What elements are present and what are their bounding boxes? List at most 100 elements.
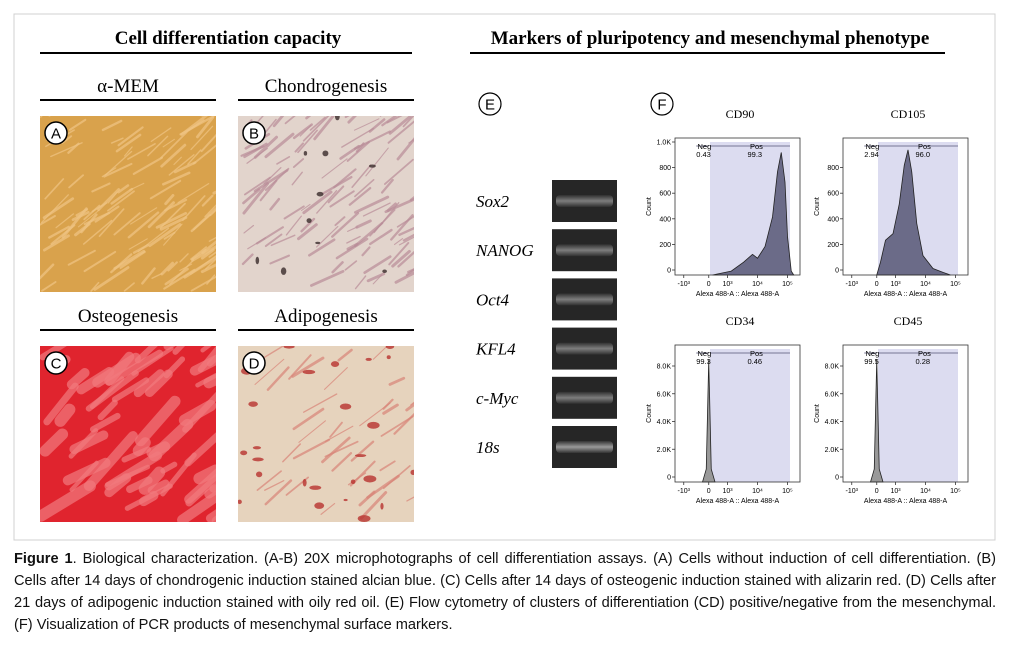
stain-spot bbox=[382, 269, 387, 274]
cell-streak bbox=[121, 446, 152, 463]
cell-streak bbox=[406, 496, 414, 502]
cell-streak bbox=[329, 190, 355, 208]
cell-streak bbox=[294, 142, 304, 153]
cell-streak bbox=[323, 367, 348, 390]
plot-title: CD34 bbox=[726, 314, 755, 328]
y-tick-label: 800 bbox=[827, 165, 839, 172]
cell-streak bbox=[101, 119, 123, 132]
panel-letter-badge bbox=[242, 351, 266, 375]
cell-streak bbox=[292, 158, 304, 168]
figure: Cell differentiation capacity Markers of… bbox=[13, 13, 996, 541]
x-tick-label: 10⁴ bbox=[752, 281, 763, 288]
cell-streak bbox=[104, 473, 132, 498]
cell-streak bbox=[380, 415, 414, 437]
cell-streak bbox=[208, 236, 216, 242]
cell-streak bbox=[97, 399, 118, 421]
plot-title: CD105 bbox=[891, 107, 926, 121]
stain-spot bbox=[339, 403, 352, 410]
cell-streak bbox=[191, 248, 207, 261]
cell-streak bbox=[353, 195, 390, 214]
cell-streak bbox=[50, 224, 76, 245]
gel-band bbox=[556, 244, 613, 257]
cell-streak bbox=[146, 441, 171, 458]
pos-value: 96.0 bbox=[916, 150, 931, 159]
y-tick-label: 1.0K bbox=[657, 140, 672, 147]
cell-streak bbox=[107, 190, 135, 212]
y-axis-label: Count bbox=[646, 197, 653, 216]
left-title: Cell differentiation capacity bbox=[115, 28, 342, 49]
cell-streak bbox=[189, 254, 216, 275]
cell-streak bbox=[316, 225, 339, 248]
cell-streak bbox=[117, 184, 130, 194]
pos-label: Pos bbox=[918, 142, 931, 151]
stain-spot bbox=[380, 502, 384, 510]
cell-streak bbox=[200, 248, 215, 260]
content: α-MEM A Chondrogenesis B Osteogenesis C Adipog… bbox=[40, 76, 969, 522]
y-tick-label: 600 bbox=[659, 191, 671, 198]
panel-letter: A bbox=[51, 126, 61, 143]
stain-spot bbox=[314, 502, 325, 509]
pos-label: Pos bbox=[750, 142, 763, 151]
cell-streak bbox=[93, 266, 130, 291]
photo bbox=[40, 116, 216, 292]
cell-streak bbox=[242, 182, 270, 215]
cell-streak bbox=[62, 457, 111, 486]
cell-streak bbox=[134, 395, 181, 447]
stain-spot bbox=[367, 421, 380, 429]
cell-streak bbox=[124, 146, 133, 157]
x-tick-label: 10³ bbox=[890, 281, 901, 288]
x-tick-label: 10⁴ bbox=[920, 281, 931, 288]
panel-letter-badge bbox=[44, 351, 68, 375]
cell-streak bbox=[113, 212, 141, 236]
cell-streak bbox=[297, 129, 318, 154]
y-tick-label: 800 bbox=[659, 165, 671, 172]
panel-label: Osteogenesis bbox=[78, 306, 178, 327]
cell-streak bbox=[83, 250, 117, 273]
cell-streak bbox=[398, 226, 414, 236]
cell-streak bbox=[320, 502, 336, 515]
pos-label: Pos bbox=[918, 349, 931, 358]
cell-streak bbox=[150, 127, 172, 143]
cell-streak bbox=[41, 281, 57, 292]
panel-label: Adipogenesis bbox=[274, 306, 377, 327]
cell-streak bbox=[187, 149, 202, 165]
cell-streak bbox=[89, 376, 125, 409]
cell-streak bbox=[172, 346, 186, 355]
stain-spot bbox=[368, 164, 376, 168]
y-tick-label: 400 bbox=[827, 216, 839, 223]
cell-streak bbox=[54, 403, 76, 427]
pos-gate bbox=[710, 349, 790, 482]
y-tick-label: 0 bbox=[835, 268, 839, 275]
cell-streak bbox=[369, 228, 393, 246]
cell-streak bbox=[354, 275, 367, 290]
cell-streak bbox=[396, 215, 414, 228]
cell-streak bbox=[366, 272, 386, 283]
stain-spot bbox=[322, 150, 329, 157]
pos-label: Pos bbox=[750, 349, 763, 358]
cell-streak bbox=[264, 233, 283, 248]
cell-streak bbox=[40, 215, 56, 226]
cell-streak bbox=[44, 178, 65, 200]
cell-streak bbox=[380, 178, 394, 194]
cell-streak bbox=[243, 224, 255, 234]
cell-streak bbox=[48, 116, 51, 117]
x-tick-label: 0 bbox=[707, 281, 711, 288]
stain-spot bbox=[280, 267, 287, 275]
y-tick-label: 2.0K bbox=[825, 447, 840, 454]
gel-band bbox=[556, 293, 613, 306]
cell-streak bbox=[410, 401, 414, 406]
cell-streak bbox=[139, 491, 159, 507]
cell-streak bbox=[40, 480, 96, 522]
cell-streak bbox=[324, 425, 354, 443]
gene-label: KFL4 bbox=[475, 340, 516, 359]
cell-streak bbox=[182, 195, 206, 221]
stain-spot bbox=[350, 479, 356, 485]
cell-streak bbox=[113, 249, 146, 270]
x-tick-label: -10³ bbox=[846, 281, 859, 288]
cell-streak bbox=[147, 479, 170, 495]
caption: Figure 1. Biological characterization. (… bbox=[14, 548, 996, 636]
cell-streak bbox=[361, 246, 371, 257]
gene-label: Sox2 bbox=[476, 192, 510, 211]
cell-streak bbox=[331, 261, 344, 274]
panel-letter-badge bbox=[44, 121, 68, 145]
